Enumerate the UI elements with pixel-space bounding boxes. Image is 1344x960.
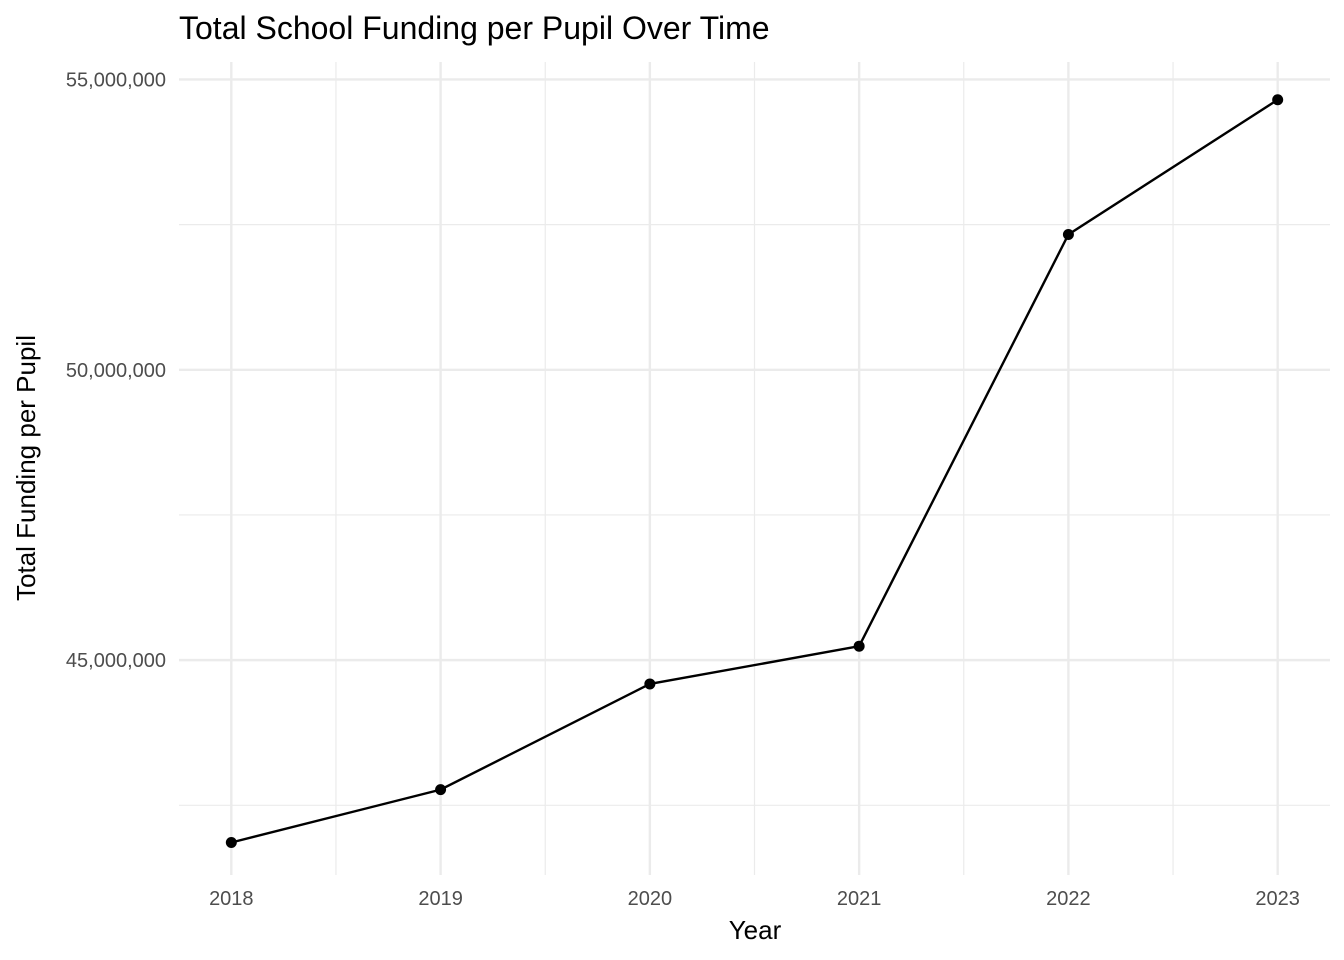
y-tick-label: 50,000,000: [66, 360, 166, 382]
grid-lines: [179, 62, 1330, 875]
data-point-2020: [644, 678, 656, 690]
data-point-2021: [853, 640, 865, 652]
y-axis-tick-labels: 45,000,000 50,000,000 55,000,000: [66, 69, 166, 672]
data-point-2018: [225, 836, 237, 848]
series-line: [231, 98, 1279, 844]
x-tick-label: 2019: [418, 888, 463, 910]
x-tick-label: 2021: [837, 888, 882, 910]
data-point-2022: [1062, 228, 1074, 240]
x-tick-label: 2022: [1046, 888, 1091, 910]
y-tick-label: 55,000,000: [66, 69, 166, 91]
x-tick-label: 2018: [209, 888, 254, 910]
y-axis-title: Total Funding per Pupil: [11, 335, 41, 601]
chart-title: Total School Funding per Pupil Over Time: [179, 10, 770, 46]
y-tick-label: 45,000,000: [66, 650, 166, 672]
x-axis-tick-labels: 2018 2019 2020 2021 2022 2023: [209, 888, 1300, 910]
x-axis-title: Year: [729, 915, 782, 945]
data-point-2023: [1272, 94, 1284, 106]
x-tick-label: 2023: [1255, 888, 1300, 910]
x-tick-label: 2020: [628, 888, 673, 910]
data-point-2019: [435, 784, 447, 796]
series-layer: [225, 94, 1284, 848]
